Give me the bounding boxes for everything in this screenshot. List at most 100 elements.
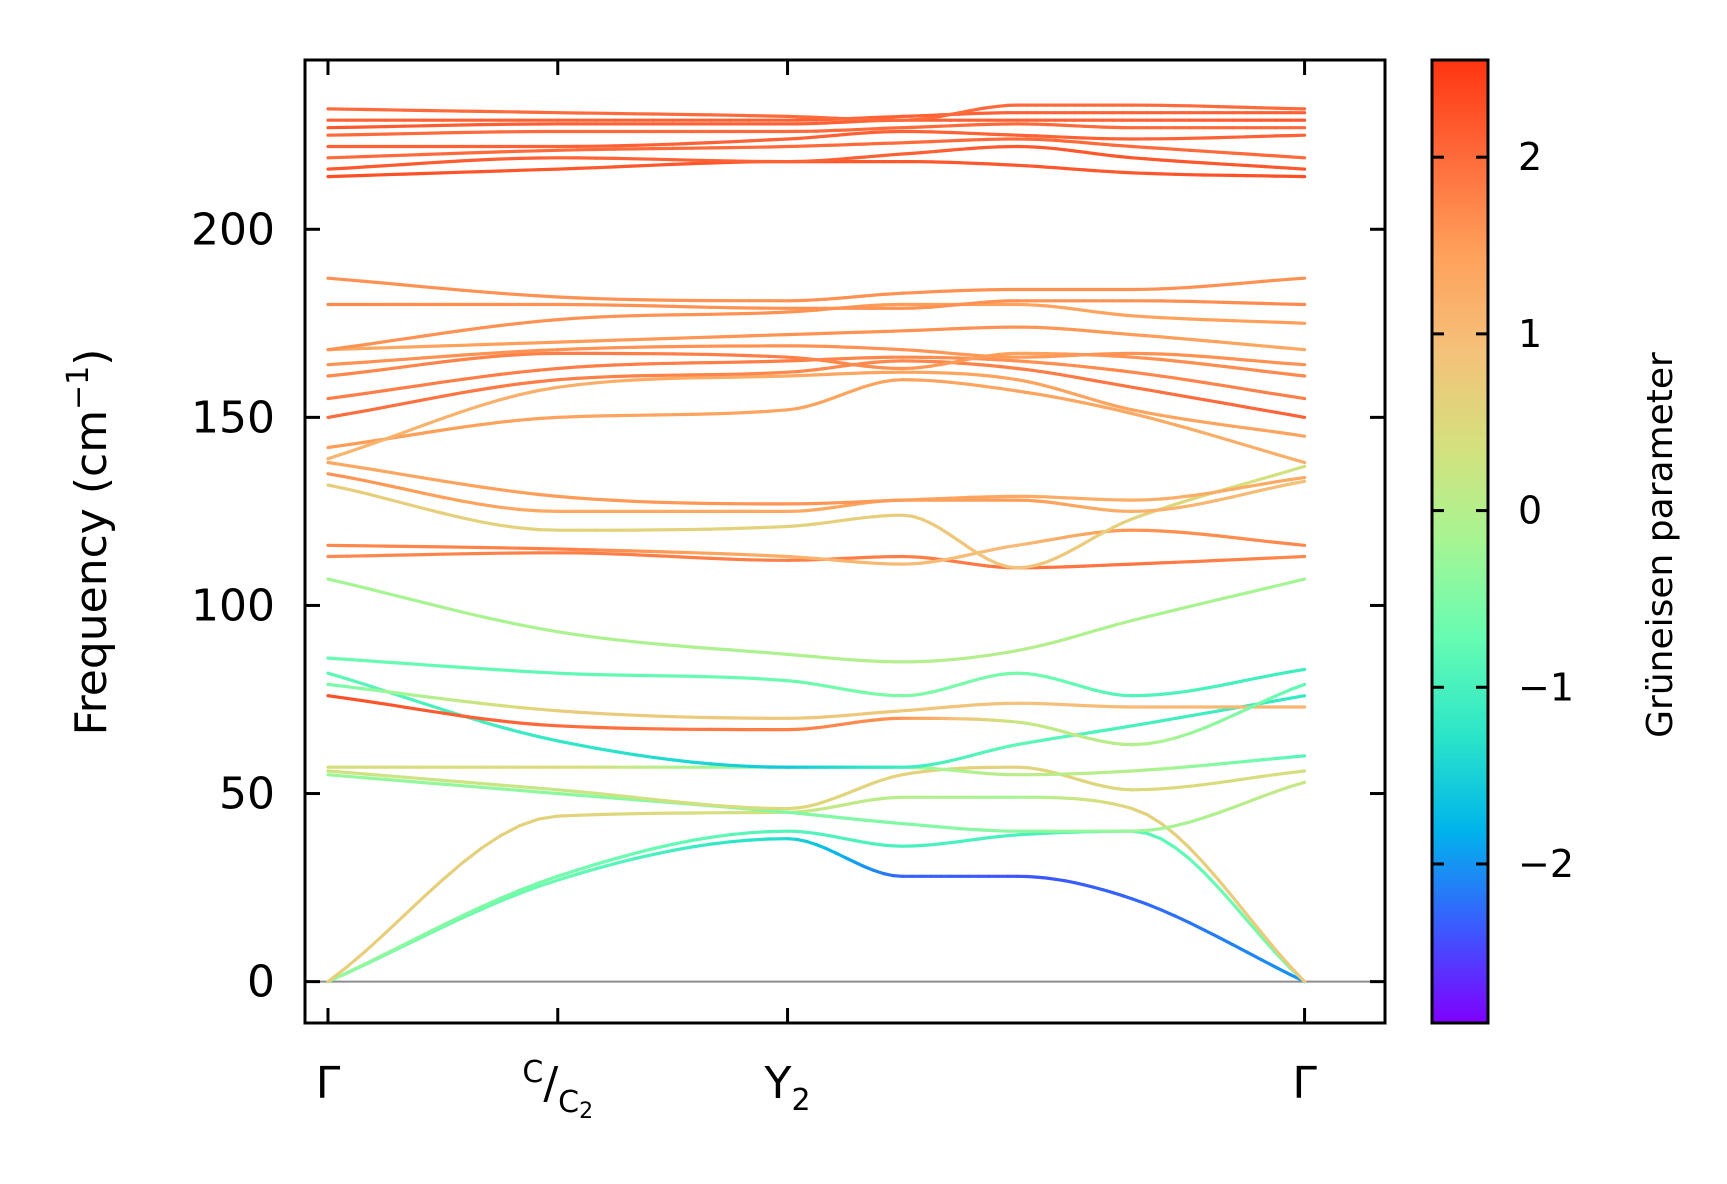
band-segment bbox=[749, 555, 768, 556]
band-line-7 bbox=[328, 673, 1305, 767]
band-segment bbox=[1190, 339, 1204, 340]
band-segment bbox=[462, 405, 481, 411]
band-segment bbox=[1175, 378, 1189, 380]
band-segment bbox=[385, 915, 404, 933]
band-segment bbox=[730, 677, 749, 678]
band-segment bbox=[1276, 471, 1290, 475]
band-segment bbox=[1290, 696, 1304, 699]
band-segment bbox=[347, 679, 366, 685]
band-segment bbox=[328, 673, 347, 679]
cb-tick-label: −2 bbox=[1518, 842, 1574, 886]
band-line-18 bbox=[328, 372, 1305, 459]
band-segment bbox=[500, 158, 519, 159]
band-segment bbox=[1290, 157, 1304, 158]
band-segment bbox=[328, 278, 347, 280]
y-axis-label: Frequency (cm−1) bbox=[61, 349, 117, 736]
band-segment bbox=[1290, 168, 1304, 169]
band-segment bbox=[1233, 779, 1247, 781]
band-segment bbox=[1147, 694, 1161, 695]
band-segment bbox=[558, 815, 577, 816]
band-segment bbox=[654, 552, 673, 553]
band-segment bbox=[558, 367, 577, 369]
band-segment bbox=[1190, 713, 1204, 716]
band-segment bbox=[443, 393, 462, 397]
band-segment bbox=[1132, 514, 1146, 519]
band-segment bbox=[347, 348, 366, 349]
band-segment bbox=[673, 164, 692, 165]
band-segment bbox=[1204, 783, 1218, 785]
band-segment bbox=[1290, 348, 1304, 349]
y-tick-label: 100 bbox=[191, 580, 275, 631]
band-segment bbox=[366, 774, 385, 776]
band-line-6 bbox=[328, 756, 1305, 775]
band-segment bbox=[1132, 387, 1146, 389]
band-segment bbox=[558, 726, 577, 727]
band-segment bbox=[328, 414, 347, 417]
band-segment bbox=[1290, 557, 1304, 558]
band-segment bbox=[443, 699, 462, 701]
band-segment bbox=[596, 713, 615, 714]
band-line-28 bbox=[328, 147, 1305, 170]
band-segment bbox=[347, 659, 366, 660]
band-segment bbox=[366, 348, 385, 349]
band-segment bbox=[500, 352, 519, 353]
band-segment bbox=[577, 298, 596, 299]
band-segment bbox=[328, 684, 347, 686]
band-segment bbox=[366, 282, 385, 284]
band-segment bbox=[1276, 373, 1290, 375]
band-segment bbox=[1190, 503, 1204, 506]
band-line-27 bbox=[328, 162, 1305, 177]
band-segment bbox=[1175, 361, 1189, 363]
band-segment bbox=[1175, 418, 1189, 420]
band-segment bbox=[520, 625, 539, 629]
band-segment bbox=[328, 771, 347, 773]
band-segment bbox=[1147, 413, 1161, 416]
band-segment bbox=[539, 530, 558, 531]
band-segment bbox=[1276, 322, 1290, 323]
band-segment bbox=[673, 338, 692, 339]
band-segment bbox=[481, 344, 500, 345]
band-segment bbox=[711, 835, 730, 838]
band-segment bbox=[481, 669, 500, 670]
band-segment bbox=[500, 384, 519, 387]
band-segment bbox=[539, 709, 558, 711]
cb-tick-label: −1 bbox=[1518, 665, 1574, 709]
band-segment bbox=[1204, 863, 1218, 880]
band-segment bbox=[1065, 549, 1075, 554]
band-segment bbox=[558, 741, 577, 745]
band-segment bbox=[500, 826, 519, 836]
band-segment bbox=[1147, 789, 1161, 790]
band-segment bbox=[328, 658, 347, 659]
band-segment bbox=[1247, 677, 1261, 680]
band-segment bbox=[1233, 494, 1247, 497]
band-segment bbox=[1218, 342, 1232, 343]
band-segment bbox=[366, 391, 385, 394]
band-segment bbox=[1161, 354, 1175, 355]
band-segment bbox=[1290, 756, 1304, 757]
band-segment bbox=[634, 715, 653, 716]
band-segment bbox=[1204, 163, 1218, 164]
y-tick-label: 0 bbox=[247, 957, 275, 1008]
band-segment bbox=[1132, 173, 1146, 174]
band-segment bbox=[385, 499, 404, 504]
band-segment bbox=[347, 465, 366, 468]
band-segment bbox=[615, 376, 634, 377]
band-segment bbox=[558, 549, 577, 550]
band-segment bbox=[1161, 498, 1175, 499]
band-segment bbox=[1147, 317, 1161, 318]
band-segment bbox=[405, 489, 424, 493]
band-segment bbox=[1276, 773, 1290, 775]
band-segment bbox=[405, 935, 424, 945]
band-segment bbox=[615, 364, 634, 365]
band-segment bbox=[1204, 500, 1218, 503]
band-segment bbox=[481, 171, 500, 172]
band-segment bbox=[405, 400, 424, 404]
band-segment bbox=[424, 710, 443, 713]
band-segment bbox=[405, 425, 424, 432]
band-segment bbox=[749, 839, 768, 840]
band-segment bbox=[1161, 693, 1175, 695]
band-segment bbox=[539, 725, 558, 726]
band-segment bbox=[347, 698, 366, 701]
band-segment bbox=[1132, 744, 1146, 745]
band-segment bbox=[654, 144, 673, 145]
